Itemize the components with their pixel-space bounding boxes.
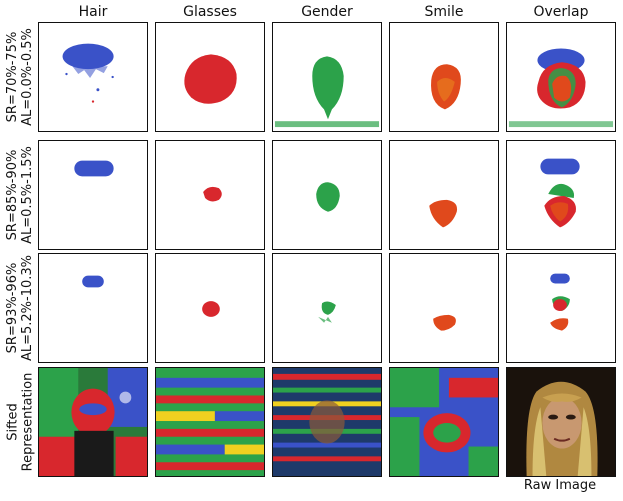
panel-smile-row1 <box>389 22 499 132</box>
raw-image-caption: Raw Image <box>523 478 597 493</box>
panel-smile-sifted <box>389 367 499 477</box>
panel-smile-row2 <box>389 140 499 250</box>
row-label-2: SR=85%-90% AL=0.5%-1.5% <box>2 140 38 250</box>
panel-hair-sifted <box>38 367 148 477</box>
column-title-glasses: Glasses <box>183 4 237 20</box>
row-4-subtitle: Representation <box>20 372 36 472</box>
panel-overlap-row2 <box>506 140 616 250</box>
panel-glasses-sifted <box>155 367 265 477</box>
panel-hair-row3 <box>38 253 148 363</box>
row-label-1: SR=70%-75% AL=0.0%-0.5% <box>2 22 38 132</box>
row-2-al: AL=0.5%-1.5% <box>20 146 35 244</box>
panel-glasses-row1 <box>155 22 265 132</box>
panel-overlap-row1 <box>506 22 616 132</box>
row-3-al: AL=5.2%-10.3% <box>20 254 36 362</box>
column-title-hair: Hair <box>78 4 108 20</box>
row-label-3: SR=93%-96% AL=5.2%-10.3% <box>2 253 38 363</box>
row-2-sr: SR=85%-90% <box>5 149 20 241</box>
panel-gender-sifted <box>272 367 382 477</box>
row-4-title: Sifted <box>5 403 21 441</box>
panel-hair-row1 <box>38 22 148 132</box>
panel-gender-row3 <box>272 253 382 363</box>
column-title-overlap: Overlap <box>533 4 589 20</box>
panel-glasses-row3 <box>155 253 265 363</box>
panel-gender-row2 <box>272 140 382 250</box>
raw-image <box>506 367 616 477</box>
row-1-sr: SR=70%-75% <box>5 31 20 123</box>
panel-smile-row3 <box>389 253 499 363</box>
panel-gender-row1 <box>272 22 382 132</box>
column-title-gender: Gender <box>301 4 353 20</box>
panel-overlap-row3 <box>506 253 616 363</box>
row-3-sr: SR=93%-96% <box>5 262 21 354</box>
panel-hair-row2 <box>38 140 148 250</box>
panel-glasses-row2 <box>155 140 265 250</box>
column-title-smile: Smile <box>424 4 464 20</box>
row-1-al: AL=0.0%-0.5% <box>20 28 35 126</box>
row-label-4: Sifted Representation <box>2 367 38 477</box>
